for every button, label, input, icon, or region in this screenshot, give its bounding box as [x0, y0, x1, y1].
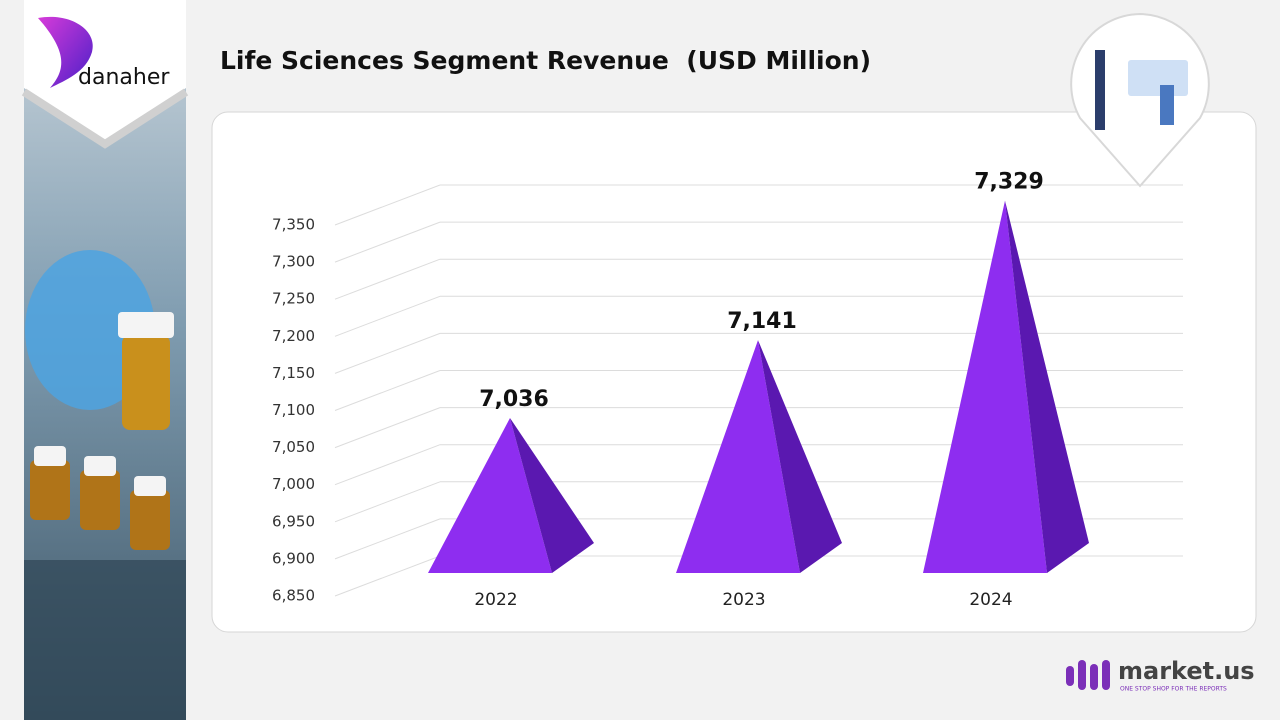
y-tick-label: 7,050 — [272, 438, 315, 456]
photo-bottles — [30, 460, 170, 550]
x-tick-label: 2022 — [474, 590, 517, 610]
grid-line-side — [334, 481, 441, 523]
grid-line-side — [334, 370, 441, 411]
grid-line-side — [334, 295, 441, 337]
illustration-screen — [1128, 60, 1188, 96]
y-tick-label: 6,850 — [272, 587, 315, 605]
pyramid-front — [676, 340, 800, 573]
y-tick-label: 7,100 — [272, 401, 315, 419]
data-label: 7,141 — [727, 309, 797, 334]
illustration-person-2 — [1160, 85, 1174, 125]
grid-line-side — [334, 184, 441, 226]
y-tick-label: 7,200 — [272, 327, 315, 345]
chart-title: Life Sciences Segment Revenue (USD Milli… — [220, 46, 871, 75]
grid-line-side — [334, 555, 441, 597]
photo-bottle-caps — [34, 446, 166, 496]
source-logo: market.us — [1118, 657, 1255, 685]
grid-line-side — [334, 221, 441, 263]
photo-vial — [122, 335, 170, 430]
y-tick-label: 6,900 — [272, 549, 315, 567]
pyramid-front — [428, 417, 552, 573]
logo-mark — [38, 16, 93, 89]
data-label: 7,329 — [974, 170, 1044, 195]
plot: 6,850 6,900 6,950 7,000 7,050 7,100 7,150 7,200… — [272, 170, 1183, 610]
grid-line-side — [334, 518, 441, 560]
source-tagline: ONE STOP SHOP FOR THE REPORTS — [1120, 686, 1227, 693]
illustration-badge — [1070, 12, 1210, 188]
y-tick-label: 7,300 — [272, 253, 315, 271]
photo-cap — [118, 312, 174, 338]
x-tick-label: 2024 — [969, 590, 1012, 610]
x-tick-label: 2023 — [722, 590, 765, 610]
y-tick-label: 7,000 — [272, 475, 315, 493]
pyramid-side — [510, 417, 594, 573]
pyramid-side — [1005, 200, 1089, 573]
source-mark — [1066, 660, 1110, 690]
y-tick-label: 6,950 — [272, 512, 315, 530]
grid-line-side — [334, 258, 441, 300]
photo-machine — [24, 560, 186, 720]
logo-badge-edge — [21, 88, 189, 149]
pyramid-front — [923, 200, 1047, 573]
grid-line-side — [334, 332, 441, 374]
illustration-person — [1095, 50, 1105, 130]
y-tick-label: 7,150 — [272, 364, 315, 382]
grid-line-side — [334, 407, 441, 449]
pyramid-side — [758, 340, 842, 573]
grid-line-side — [334, 444, 441, 486]
y-tick-label: 7,350 — [272, 216, 315, 234]
y-tick-label: 7,250 — [272, 290, 315, 308]
company-logo: danaher — [78, 65, 170, 90]
data-label: 7,036 — [479, 387, 549, 412]
